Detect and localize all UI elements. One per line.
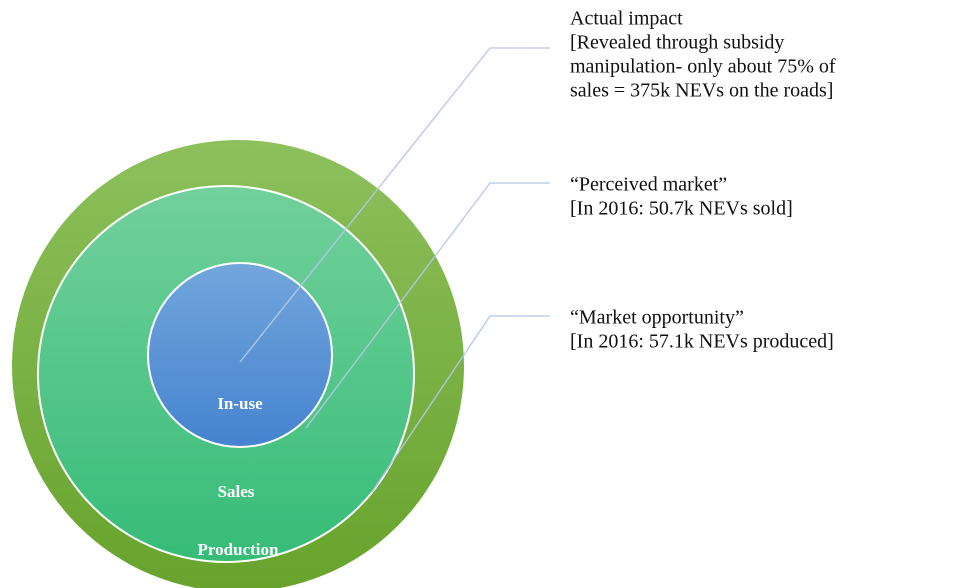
- callout-text: [In 2016: 57.1k NEVs produced]: [570, 331, 834, 353]
- node-label: In-use: [217, 394, 263, 413]
- leader-line: [239, 47, 550, 363]
- node-label: Production: [198, 540, 279, 559]
- callout-text: [In 2016: 50.7k NEVs sold]: [570, 198, 793, 220]
- callout-text: [Revealed through subsidy: [570, 32, 784, 54]
- callout-text: sales = 375k NEVs on the roads]: [570, 80, 833, 102]
- callout-text: “Perceived market”: [570, 174, 727, 196]
- callout-text: manipulation- only about 75% of: [570, 56, 836, 78]
- in-use-circle: [147, 262, 333, 448]
- callouts: Actual impact[Revealed through subsidyma…: [570, 8, 836, 353]
- callout-text: “Market opportunity”: [570, 307, 744, 329]
- leader-line: [305, 182, 550, 429]
- callout-text: Actual impact: [570, 8, 683, 30]
- leader-line: [371, 315, 550, 493]
- node-label: Sales: [218, 482, 255, 501]
